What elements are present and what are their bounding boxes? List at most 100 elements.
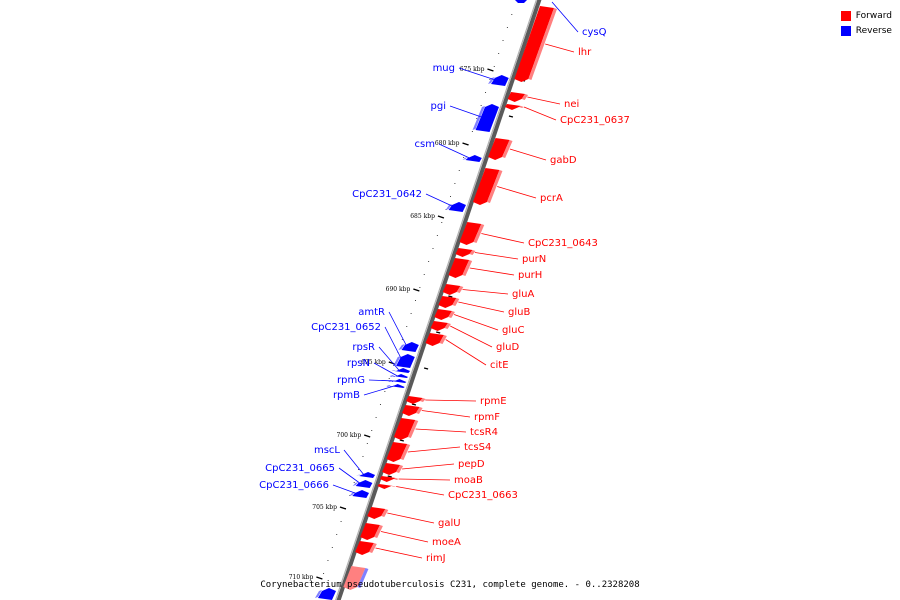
- forward-gene-12: [425, 333, 444, 346]
- reverse-gene-facet-6: [393, 356, 401, 366]
- guide-dot: [340, 521, 342, 522]
- reverse-leader-9: [368, 379, 396, 382]
- reverse-label-8: rpsN: [347, 358, 370, 369]
- forward-gene-facet-4: [486, 170, 503, 203]
- forward-gene-21: [360, 523, 380, 540]
- guide-dot: [432, 248, 434, 249]
- reverse-gene-5: [401, 342, 419, 352]
- reverse-label-4: CpC231_0642: [352, 189, 422, 200]
- reverse-label-11: mscL: [314, 445, 340, 456]
- legend-reverse: Reverse: [840, 23, 892, 38]
- forward-gene-facet-5: [473, 224, 485, 243]
- scale-tick: [437, 215, 445, 219]
- forward-label-10: gluC: [502, 325, 524, 336]
- guide-dot: [502, 40, 504, 41]
- forward-gene-1: [507, 92, 526, 102]
- scale-tick-label: 680 kbp: [435, 140, 460, 147]
- reverse-gene-7: [394, 368, 411, 373]
- reverse-gene-0: [515, 0, 527, 3]
- forward-label-20: galU: [438, 518, 461, 529]
- strand-tick: [387, 475, 392, 478]
- guide-dot: [419, 287, 421, 288]
- reverse-gene-facet-1: [488, 77, 495, 84]
- guide-dot: [428, 261, 430, 262]
- scale-tick-label: 695 kbp: [361, 359, 386, 366]
- reverse-label-1: mug: [433, 63, 455, 74]
- reverse-label-0: cysQ: [582, 27, 607, 38]
- legend-reverse-label: Reverse: [855, 25, 892, 36]
- guide-dot: [353, 482, 355, 483]
- forward-gene-18: [379, 476, 396, 482]
- forward-gene-facet-2: [518, 106, 524, 108]
- guide-dot: [493, 66, 495, 67]
- forward-leader-16: [407, 446, 461, 453]
- reverse-leader-11: [343, 449, 365, 476]
- guide-dot: [485, 92, 487, 93]
- reverse-label-5: amtR: [358, 307, 385, 318]
- reverse-gene-facet-12: [352, 482, 359, 486]
- legend-reverse-swatch: [840, 25, 851, 36]
- forward-label-18: moaB: [454, 475, 483, 486]
- reverse-gene-2: [475, 104, 499, 132]
- scale-tick: [363, 434, 371, 438]
- forward-label-7: purH: [518, 270, 542, 281]
- forward-leader-2: [523, 106, 557, 121]
- forward-gene-11: [430, 321, 448, 331]
- forward-leader-20: [387, 512, 435, 524]
- reverse-gene-13: [352, 490, 370, 498]
- forward-gene-facet-21: [374, 525, 383, 538]
- guide-dot: [362, 456, 364, 457]
- forward-leader-12: [445, 339, 487, 366]
- guide-dot: [476, 118, 478, 119]
- reverse-gene-facet-3: [462, 157, 468, 160]
- forward-label-8: gluA: [512, 289, 534, 300]
- legend-forward-swatch: [840, 10, 851, 21]
- forward-gene-facet-10: [448, 311, 455, 318]
- forward-gene-4: [472, 168, 500, 205]
- scale-tick-label: 710 kbp: [289, 574, 314, 581]
- reverse-label-7: rpsR: [352, 342, 375, 353]
- guide-dot: [323, 573, 325, 574]
- guide-dot: [511, 14, 513, 15]
- strand-tick: [399, 439, 405, 442]
- forward-gene-facet-11: [444, 323, 451, 329]
- reverse-leader-2: [449, 105, 485, 119]
- strand-tick: [436, 331, 441, 334]
- forward-gene-facet-9: [452, 298, 460, 306]
- guide-dot: [388, 378, 390, 379]
- forward-leader-19: [396, 486, 445, 496]
- strand-tick: [508, 115, 514, 118]
- guide-dot: [379, 404, 381, 405]
- scale-tick-label: 690 kbp: [386, 286, 411, 293]
- scale-tick: [413, 288, 420, 292]
- guide-dot: [358, 469, 360, 470]
- backbone-highlight: [335, 0, 537, 600]
- reverse-leader-6: [384, 326, 403, 362]
- forward-leader-0: [545, 43, 575, 53]
- reverse-leader-3: [438, 143, 471, 159]
- reverse-label-12: CpC231_0665: [265, 463, 335, 474]
- guide-dot: [454, 183, 456, 184]
- genome-caption: Corynebacterium pseudotuberculosis C231,…: [260, 580, 640, 590]
- forward-gene-facet-1: [521, 94, 529, 100]
- forward-gene-facet-14: [415, 407, 423, 414]
- forward-gene-22: [355, 541, 374, 555]
- forward-partial-gene-0: [343, 566, 366, 590]
- forward-leader-1: [527, 96, 561, 105]
- reverse-leader-10: [363, 385, 395, 396]
- guide-dot: [463, 157, 465, 158]
- reverse-label-9: rpmG: [337, 375, 365, 386]
- guide-dot: [336, 534, 338, 535]
- forward-gene-16: [386, 442, 408, 462]
- forward-leader-22: [375, 547, 423, 559]
- forward-leader-13: [425, 399, 477, 402]
- forward-gene-facet-13: [419, 398, 426, 402]
- reverse-gene-11: [359, 472, 376, 478]
- forward-gene-15: [393, 418, 416, 440]
- legend: Forward Reverse: [840, 8, 892, 38]
- forward-label-22: rimJ: [426, 553, 446, 564]
- forward-gene-facet-3: [502, 140, 513, 158]
- reverse-gene-facet-8: [389, 375, 395, 377]
- reverse-leader-13: [332, 484, 358, 495]
